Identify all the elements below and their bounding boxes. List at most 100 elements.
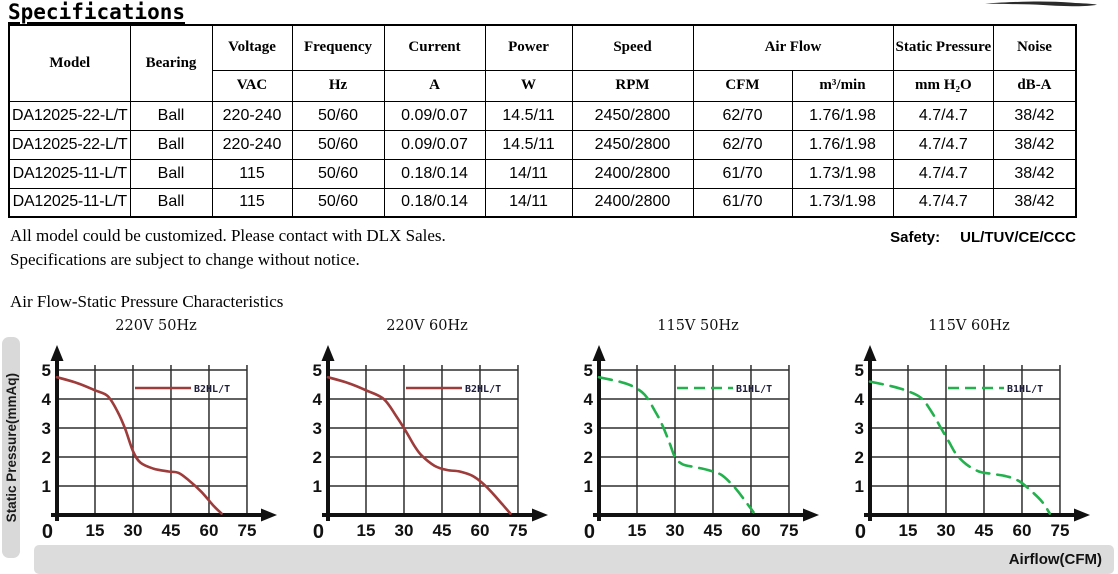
svg-text:15: 15 <box>86 521 105 540</box>
svg-text:30: 30 <box>124 521 143 540</box>
svg-text:60: 60 <box>742 521 761 540</box>
y-axis-bar: Static Pressure(mmAq) <box>2 337 20 558</box>
table-cell: 14/11 <box>484 158 573 189</box>
column-header-airflow: Air Flow <box>692 24 894 71</box>
svg-text:45: 45 <box>975 521 994 540</box>
x-axis-label: Airflow(CFM) <box>1008 551 1102 568</box>
page-title: Specifications <box>8 0 186 24</box>
svg-text:75: 75 <box>780 521 799 540</box>
table-cell: Ball <box>129 158 213 189</box>
svg-text:3: 3 <box>855 419 864 438</box>
unit-header-rpm: RPM <box>571 69 694 102</box>
svg-text:2: 2 <box>855 448 864 467</box>
section-title-airflow-static-pressure: Air Flow-Static Pressure Characteristics <box>10 292 284 311</box>
svg-text:45: 45 <box>433 521 452 540</box>
svg-text:2: 2 <box>584 448 593 467</box>
svg-text:30: 30 <box>937 521 956 540</box>
svg-text:30: 30 <box>666 521 685 540</box>
table-cell: 38/42 <box>993 158 1077 189</box>
table-cell: 2450/2800 <box>571 129 694 160</box>
svg-text:3: 3 <box>584 419 593 438</box>
svg-text:B2HL/T: B2HL/T <box>465 384 501 395</box>
table-cell: 2400/2800 <box>571 187 694 218</box>
svg-text:4: 4 <box>584 390 594 409</box>
logo-swoosh-icon <box>985 1 1097 7</box>
svg-text:2: 2 <box>313 448 322 467</box>
table-cell: 62/70 <box>692 129 793 160</box>
column-header-bearing: Bearing <box>129 24 213 102</box>
column-header-speed: Speed <box>571 24 694 71</box>
chart-block-220v-50hz: 220V 50Hz 1 2 3 4 5 0 15 30 45 60 75 B2HL/T <box>27 315 285 553</box>
table-cell: 115 <box>211 187 293 218</box>
table-cell: 14.5/11 <box>484 100 573 131</box>
svg-text:4: 4 <box>855 390 865 409</box>
unit-header-w: W <box>484 69 573 102</box>
charts-row: 220V 50Hz 1 2 3 4 5 0 15 30 45 60 75 B2HL/T 220V 60… <box>27 315 1111 553</box>
column-header-frequency: Frequency <box>291 24 385 71</box>
svg-text:45: 45 <box>162 521 181 540</box>
svg-text:15: 15 <box>628 521 647 540</box>
svg-text:B1HL/T: B1HL/T <box>1007 384 1043 395</box>
table-cell: 50/60 <box>291 129 385 160</box>
svg-text:60: 60 <box>1013 521 1032 540</box>
svg-text:60: 60 <box>200 521 219 540</box>
column-header-current: Current <box>383 24 486 71</box>
note-customized: All model could be customized. Please co… <box>10 226 446 245</box>
chart-block-220v-60hz: 220V 60Hz 1 2 3 4 5 0 15 30 45 60 75 B2HL/T <box>298 315 556 553</box>
svg-text:45: 45 <box>704 521 723 540</box>
chart-title: 220V 60Hz <box>386 318 468 334</box>
table-row: DA12025-22-L/T Ball 220-240 50/60 0.09/0… <box>8 129 1077 160</box>
svg-text:4: 4 <box>42 390 52 409</box>
table-cell: 220-240 <box>211 100 293 131</box>
note-subject-to-change: Specifications are subject to change wit… <box>10 250 360 269</box>
table-cell: 1.76/1.98 <box>791 100 894 131</box>
svg-text:0: 0 <box>313 521 324 543</box>
svg-text:5: 5 <box>313 361 322 380</box>
table-cell: 2450/2800 <box>571 100 694 131</box>
table-cell: 220-240 <box>211 129 293 160</box>
chart-title: 115V 50Hz <box>657 318 739 334</box>
svg-text:60: 60 <box>471 521 490 540</box>
unit-header-hz: Hz <box>291 69 385 102</box>
table-cell: 61/70 <box>692 187 793 218</box>
table-cell: 4.7/4.7 <box>892 187 995 218</box>
table-cell: 38/42 <box>993 129 1077 160</box>
table-cell: 115 <box>211 158 293 189</box>
column-header-noise: Noise <box>993 24 1077 71</box>
table-cell: 4.7/4.7 <box>892 129 995 160</box>
spec-table: Model Bearing Voltage Frequency Current … <box>8 24 1077 218</box>
table-cell: Ball <box>129 187 213 218</box>
table-cell: 0.18/0.14 <box>383 187 486 218</box>
table-cell-model: DA12025-11-L/T <box>8 158 131 189</box>
unit-header-vac: VAC <box>211 69 293 102</box>
table-row: DA12025-11-L/T Ball 115 50/60 0.18/0.14 … <box>8 187 1077 218</box>
table-cell: 0.09/0.07 <box>383 100 486 131</box>
unit-header-cfm: CFM <box>692 69 793 102</box>
column-header-power: Power <box>484 24 573 71</box>
svg-text:1: 1 <box>584 477 593 496</box>
table-cell: 50/60 <box>291 187 385 218</box>
svg-text:B2HL/T: B2HL/T <box>194 384 230 395</box>
table-cell: 14.5/11 <box>484 129 573 160</box>
svg-text:1: 1 <box>313 477 322 496</box>
svg-text:2: 2 <box>42 448 51 467</box>
table-row: DA12025-11-L/T Ball 115 50/60 0.18/0.14 … <box>8 158 1077 189</box>
svg-text:0: 0 <box>855 521 866 543</box>
chart-block-115v-60hz: 115V 60Hz 1 2 3 4 5 0 15 30 45 60 75 B1HL/T <box>840 315 1098 553</box>
svg-text:5: 5 <box>855 361 864 380</box>
table-cell: 4.7/4.7 <box>892 100 995 131</box>
table-cell: 61/70 <box>692 158 793 189</box>
table-cell: 62/70 <box>692 100 793 131</box>
unit-header-a: A <box>383 69 486 102</box>
safety-certifications: Safety: UL/TUV/CE/CCC <box>890 229 1076 246</box>
svg-text:0: 0 <box>584 521 595 543</box>
svg-text:15: 15 <box>357 521 376 540</box>
unit-header-m3min: m³/min <box>791 69 894 102</box>
svg-text:5: 5 <box>584 361 593 380</box>
table-cell: 38/42 <box>993 100 1077 131</box>
svg-text:3: 3 <box>42 419 51 438</box>
